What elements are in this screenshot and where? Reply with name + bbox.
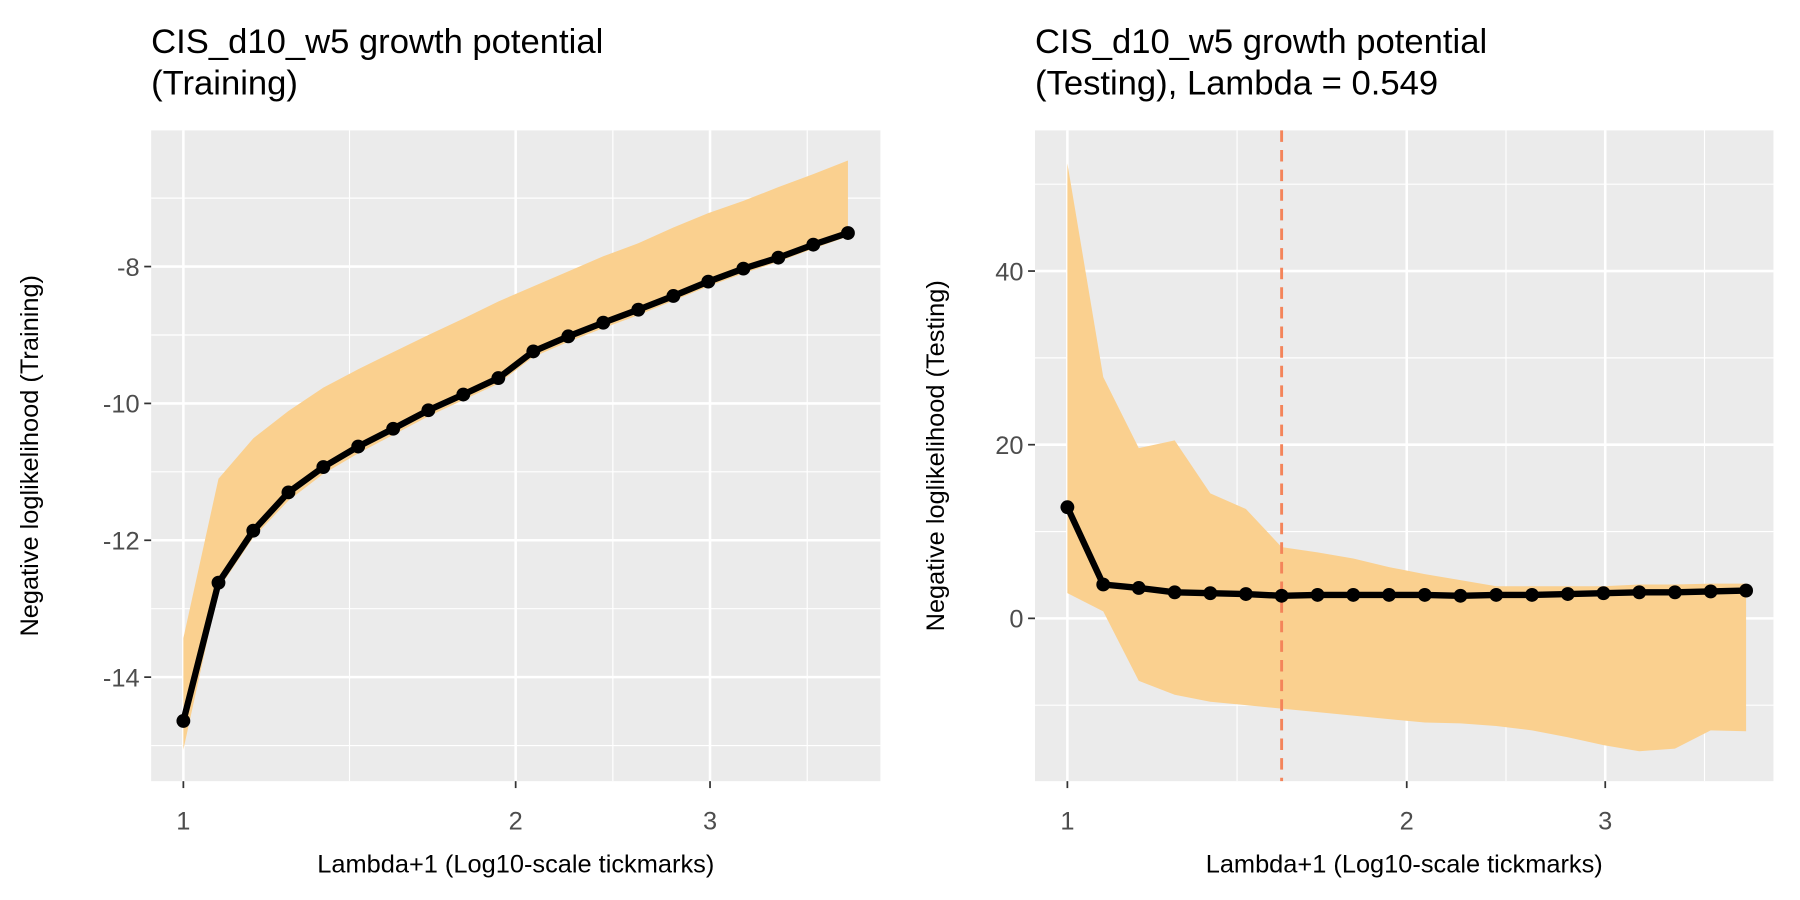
chart-title: CIS_d10_w5 growth potential: [151, 23, 603, 61]
point: [1382, 587, 1396, 602]
y-tick-label: -14: [103, 664, 140, 692]
point: [316, 460, 331, 474]
y-axis-label: Negative loglikelihood (Training): [16, 275, 44, 637]
ribbon: [183, 160, 848, 750]
x-axis-label: Lambda+1 (Log10-scale tickmarks): [1206, 850, 1603, 878]
chart-title: CIS_d10_w5 growth potential: [1035, 23, 1487, 61]
x-tick-label: 2: [1400, 808, 1414, 836]
y-tick-label: -10: [103, 391, 140, 419]
point: [1453, 588, 1468, 603]
point: [1417, 587, 1432, 602]
point: [631, 302, 646, 317]
point: [561, 329, 576, 344]
point: [596, 315, 611, 330]
point: [386, 421, 401, 436]
point: [1489, 587, 1504, 602]
y-tick-label: 20: [995, 432, 1023, 460]
point: [281, 485, 296, 500]
x-tick-label: 2: [509, 808, 523, 836]
chart-title: (Training): [151, 65, 298, 103]
point: [1096, 577, 1111, 592]
point: [1632, 585, 1647, 600]
point: [771, 250, 786, 265]
x-tick-label: 3: [1598, 808, 1612, 836]
point: [701, 274, 716, 289]
point: [1668, 585, 1682, 600]
point: [1560, 587, 1575, 601]
point: [806, 237, 821, 252]
point: [1739, 583, 1754, 598]
point: [456, 387, 471, 402]
point: [491, 371, 506, 386]
point: [1703, 584, 1718, 599]
y-tick-label: 40: [995, 258, 1023, 286]
y-tick-label: -12: [103, 528, 140, 556]
x-tick-label: 1: [176, 808, 190, 836]
ribbon: [1067, 163, 1747, 752]
point: [351, 439, 366, 454]
point: [736, 261, 751, 276]
point: [1310, 587, 1325, 602]
point: [1131, 581, 1146, 595]
y-tick-label: -8: [117, 254, 140, 282]
point: [526, 344, 541, 359]
point: [246, 523, 261, 538]
point: [1525, 587, 1539, 602]
point: [211, 575, 226, 590]
x-axis-label: Lambda+1 (Log10-scale tickmarks): [317, 850, 714, 878]
point: [1060, 500, 1075, 515]
y-tick-label: 0: [1009, 606, 1023, 634]
y-axis-label: Negative loglikelihood (Testing): [922, 280, 950, 631]
point: [666, 289, 681, 303]
point: [1167, 585, 1182, 600]
point: [841, 226, 855, 240]
point: [1596, 586, 1611, 601]
chart-title: (Testing), Lambda = 0.549: [1035, 65, 1438, 103]
point: [1274, 588, 1289, 603]
point: [1238, 587, 1253, 601]
point: [176, 714, 191, 728]
point: [421, 403, 436, 418]
x-tick-label: 1: [1060, 808, 1074, 836]
point: [1203, 586, 1218, 601]
x-tick-label: 3: [703, 808, 717, 836]
point: [1346, 587, 1361, 602]
